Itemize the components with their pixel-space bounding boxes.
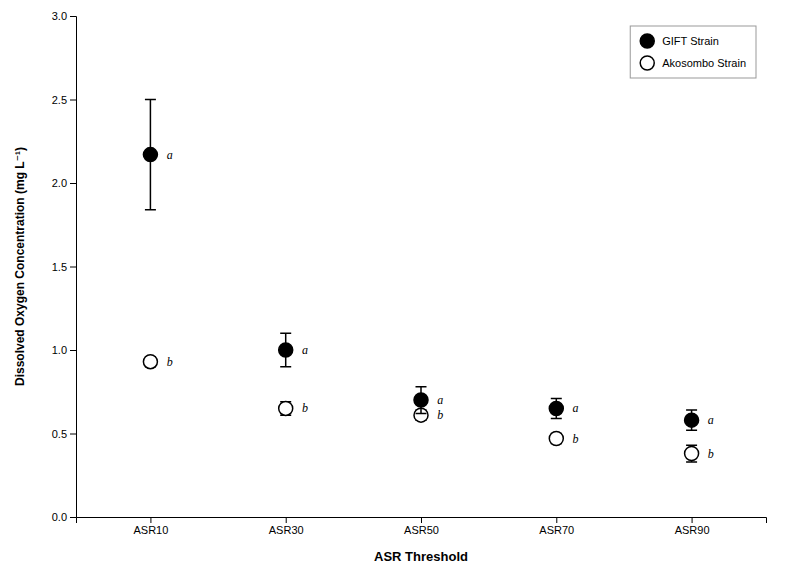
x-axis-title: ASR Threshold <box>374 549 468 564</box>
point-label: a <box>167 148 173 162</box>
tick-mark <box>70 183 76 184</box>
tick: ASR50 <box>404 517 439 536</box>
legend-item: Akosombo Strain <box>640 56 746 70</box>
legend-label: Akosombo Strain <box>662 57 746 69</box>
point-label: a <box>437 393 443 407</box>
point-label: a <box>302 343 308 357</box>
tick-label: ASR10 <box>133 524 168 536</box>
point <box>279 401 293 415</box>
tick-label: ASR50 <box>404 524 439 536</box>
legend-swatch <box>640 56 654 70</box>
tick-mark <box>70 434 76 435</box>
tick: ASR90 <box>675 517 710 536</box>
x-axis: ASR10 ASR30 ASR50 ASR70 ASR90 <box>77 517 767 536</box>
tick-label: 3.0 <box>52 10 67 22</box>
tick-mark <box>70 517 76 518</box>
point-label: b <box>302 401 308 415</box>
tick-label: 0.5 <box>52 428 67 440</box>
tick: 3.0 <box>52 10 76 22</box>
point <box>685 413 699 427</box>
point-label: b <box>167 355 173 369</box>
point <box>143 148 157 162</box>
tick-label: ASR90 <box>675 524 710 536</box>
legend-item: GIFT Strain <box>640 34 719 48</box>
point <box>685 447 699 461</box>
tick: 1.0 <box>52 344 76 356</box>
tick: 0.5 <box>52 428 76 440</box>
axis-line <box>70 17 77 518</box>
point <box>549 401 563 415</box>
tick-mark <box>150 517 151 523</box>
tick: 0.0 <box>52 511 76 523</box>
tick-mark <box>556 517 557 523</box>
tick-label: 2.5 <box>52 94 67 106</box>
tick: 1.5 <box>52 261 76 273</box>
tick: 2.5 <box>52 94 76 106</box>
y-axis-title: Dissolved Oxygen Concentration (mg L⁻¹) <box>13 147 27 386</box>
tick-label: 2.0 <box>52 177 67 189</box>
point <box>549 432 563 446</box>
tick: ASR10 <box>133 517 168 536</box>
tick-mark <box>70 16 76 17</box>
point <box>414 393 428 407</box>
plot: ASR10 ASR30 ASR50 ASR70 ASR90 0.0 0.5 1.0 1.5 2.0… <box>13 10 767 564</box>
series <box>143 355 698 462</box>
legend-label: GIFT Strain <box>662 35 719 47</box>
axis-line <box>77 518 767 524</box>
point-label: a <box>573 401 579 415</box>
tick-label: 0.0 <box>52 511 67 523</box>
point-labels: aaaaabbbbb <box>167 148 714 461</box>
chart: ASR10 ASR30 ASR50 ASR70 ASR90 0.0 0.5 1.0 1.5 2.0… <box>0 0 786 573</box>
tick-mark <box>286 517 287 523</box>
legend-items: GIFT Strain Akosombo Strain <box>640 34 746 70</box>
tick-mark <box>692 517 693 523</box>
tick-mark <box>421 517 422 523</box>
tick: ASR70 <box>539 517 574 536</box>
series <box>143 100 698 431</box>
tick-label: 1.0 <box>52 344 67 356</box>
tick-label: ASR30 <box>269 524 304 536</box>
point-label: a <box>708 413 714 427</box>
legend: GIFT Strain Akosombo Strain <box>630 26 756 78</box>
tick: ASR30 <box>269 517 304 536</box>
point-label: b <box>437 408 443 422</box>
marks <box>143 100 698 462</box>
tick-mark <box>70 267 76 268</box>
legend-swatch <box>640 34 654 48</box>
point <box>143 355 157 369</box>
y-axis: 0.0 0.5 1.0 1.5 2.0 2.5 3.0 <box>52 10 77 523</box>
point-label: b <box>573 432 579 446</box>
tick-label: 1.5 <box>52 261 67 273</box>
tick-mark <box>70 100 76 101</box>
legend-frame <box>630 26 756 78</box>
tick-label: ASR70 <box>539 524 574 536</box>
tick-mark <box>70 350 76 351</box>
point-label: b <box>708 447 714 461</box>
point <box>279 343 293 357</box>
tick: 2.0 <box>52 177 76 189</box>
